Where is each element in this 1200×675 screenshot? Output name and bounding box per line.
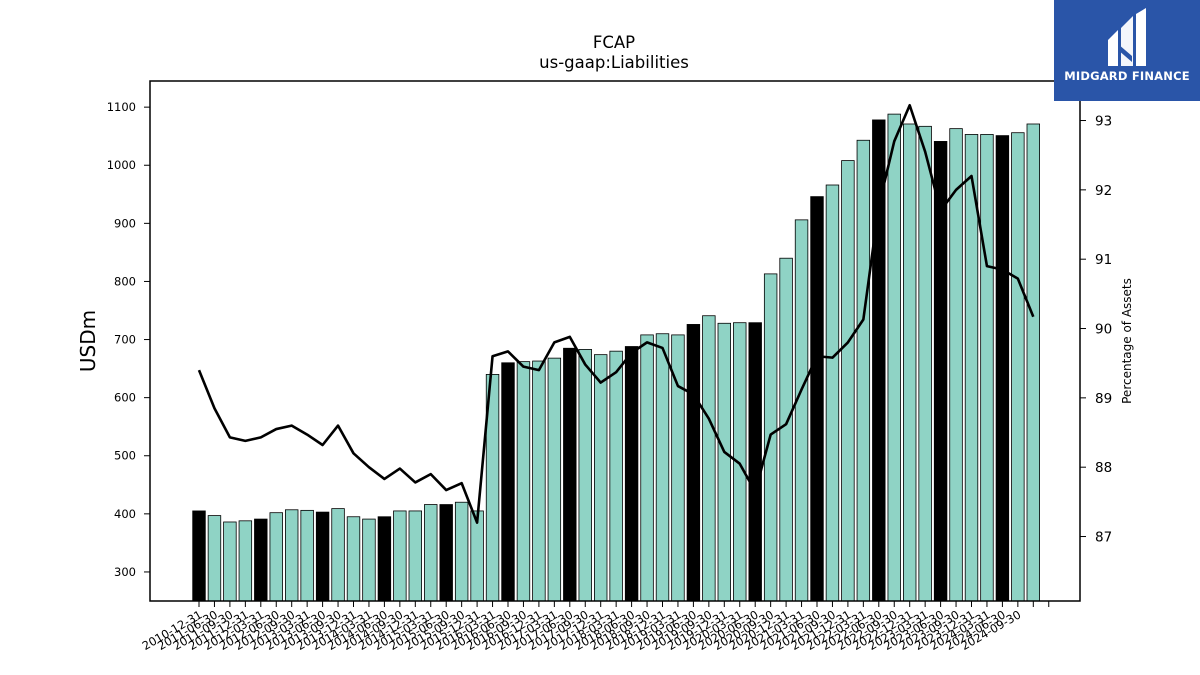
bar [254,518,268,602]
bar [779,257,793,602]
bar [284,509,299,602]
bar [362,518,376,602]
bar [269,512,283,602]
bar [655,333,670,602]
y-tick-label: 300 [114,565,136,579]
bar [609,350,623,602]
bar [563,347,577,602]
bar [408,510,423,602]
bar [315,511,330,602]
line-series [197,103,1035,524]
brand-logo: MIDGARD FINANCE [1054,0,1200,101]
bar [393,510,407,602]
y-tick-label: 700 [114,333,136,347]
y2-tick-label: 88 [1095,460,1112,476]
bar [918,125,932,602]
y2-tick-label: 92 [1095,183,1112,199]
bar [717,322,732,602]
bar [532,360,546,602]
y2-tick-label: 90 [1095,322,1112,338]
bar [1011,132,1025,602]
bar [223,521,237,602]
bar [578,349,592,602]
bar [439,504,453,602]
logo-mark-icon [1108,8,1146,66]
bar [794,219,809,602]
bar [238,520,253,602]
bar [949,128,963,602]
plot-frame [149,80,1081,602]
chart-subtitle: us-gaap:Liabilities [539,53,689,72]
bar [1026,123,1041,602]
y2-tick-label: 87 [1095,530,1112,546]
bar [377,516,392,602]
y2-ticks: 87 88 89 90 91 92 93 [1080,114,1112,546]
bar [903,123,917,602]
bar [300,509,314,602]
y2-tick-label: 91 [1095,252,1112,268]
logo-text: MIDGARD FINANCE [1064,69,1190,83]
y-tick-label: 1100 [107,100,136,114]
y-ticks: 300 400 500 600 700 800 900 1000 1100 [107,100,150,579]
bar [192,510,206,602]
bar [346,516,361,602]
bar [887,113,901,602]
x-ticks: 2010-12-312011-06-302011-09-302011-12-31… [140,601,1050,653]
bar [825,184,840,602]
bar [980,134,994,602]
bar [640,334,654,602]
bar [331,508,345,602]
bar [501,362,515,602]
bar [594,354,608,602]
bar [686,324,701,602]
bar [810,196,824,602]
y-tick-label: 800 [114,274,136,288]
bar [516,361,531,602]
bar [454,501,469,602]
bar [424,504,438,602]
bar [470,510,484,602]
y-tick-label: 1000 [107,158,136,172]
bars [192,113,1041,602]
chart-title: FCAP [593,33,635,52]
line-path [197,103,1035,524]
bar [624,346,639,602]
y2-tick-label: 93 [1095,114,1112,130]
bar [856,139,871,602]
bar [207,515,222,602]
bar [702,315,716,602]
y-tick-label: 500 [114,449,136,463]
bar [841,160,855,602]
bar [995,135,1010,602]
y2-axis-label: Percentage of Assets [1120,278,1134,404]
y-axis-label: USDm [76,310,100,372]
y2-tick-label: 89 [1095,391,1112,407]
y-tick-label: 900 [114,216,136,230]
y-tick-label: 600 [114,391,136,405]
y-tick-label: 400 [114,507,136,521]
bar [748,322,762,602]
bar [547,357,562,602]
